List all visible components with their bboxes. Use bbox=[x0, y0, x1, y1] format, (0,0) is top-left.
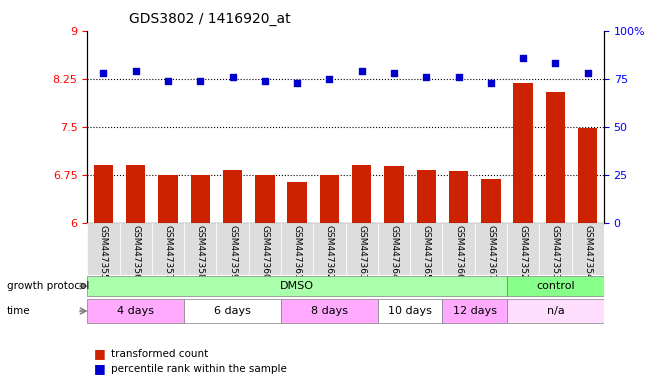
Bar bbox=[417, 170, 436, 223]
FancyBboxPatch shape bbox=[152, 223, 184, 275]
FancyBboxPatch shape bbox=[378, 223, 410, 275]
FancyBboxPatch shape bbox=[281, 299, 378, 323]
Point bbox=[130, 68, 141, 74]
Point bbox=[292, 79, 303, 86]
FancyBboxPatch shape bbox=[410, 223, 442, 275]
Text: 8 days: 8 days bbox=[311, 306, 348, 316]
Bar bbox=[158, 175, 178, 223]
FancyBboxPatch shape bbox=[507, 223, 539, 275]
Point bbox=[356, 68, 367, 74]
Point bbox=[582, 70, 593, 76]
Text: 10 days: 10 days bbox=[389, 306, 432, 316]
FancyBboxPatch shape bbox=[442, 223, 475, 275]
FancyBboxPatch shape bbox=[87, 276, 507, 296]
Text: n/a: n/a bbox=[547, 306, 564, 316]
Text: GSM447366: GSM447366 bbox=[454, 225, 463, 280]
Point bbox=[550, 60, 561, 66]
Point bbox=[518, 55, 529, 61]
Text: GDS3802 / 1416920_at: GDS3802 / 1416920_at bbox=[129, 12, 290, 25]
FancyBboxPatch shape bbox=[216, 223, 249, 275]
Bar bbox=[481, 179, 501, 223]
FancyBboxPatch shape bbox=[442, 299, 507, 323]
Bar bbox=[449, 171, 468, 223]
Text: 6 days: 6 days bbox=[214, 306, 251, 316]
Bar bbox=[287, 182, 307, 223]
Point bbox=[486, 79, 497, 86]
Text: GSM447356: GSM447356 bbox=[131, 225, 140, 280]
Text: 4 days: 4 days bbox=[117, 306, 154, 316]
Text: 12 days: 12 days bbox=[453, 306, 497, 316]
Text: GSM447357: GSM447357 bbox=[164, 225, 172, 280]
Text: GSM447358: GSM447358 bbox=[196, 225, 205, 280]
FancyBboxPatch shape bbox=[87, 223, 119, 275]
Bar bbox=[255, 175, 274, 223]
Text: growth protocol: growth protocol bbox=[7, 281, 89, 291]
Text: transformed count: transformed count bbox=[111, 349, 208, 359]
Text: time: time bbox=[7, 306, 30, 316]
FancyBboxPatch shape bbox=[119, 223, 152, 275]
Text: GSM447360: GSM447360 bbox=[260, 225, 269, 280]
Point bbox=[195, 78, 205, 84]
Point bbox=[453, 74, 464, 80]
FancyBboxPatch shape bbox=[507, 276, 604, 296]
Bar bbox=[546, 91, 565, 223]
FancyBboxPatch shape bbox=[475, 223, 507, 275]
FancyBboxPatch shape bbox=[184, 299, 281, 323]
Bar bbox=[319, 175, 339, 223]
Text: GSM447365: GSM447365 bbox=[422, 225, 431, 280]
Bar bbox=[513, 83, 533, 223]
Point bbox=[98, 70, 109, 76]
Bar bbox=[94, 165, 113, 223]
Bar bbox=[384, 166, 404, 223]
FancyBboxPatch shape bbox=[281, 223, 313, 275]
Text: GSM447367: GSM447367 bbox=[486, 225, 495, 280]
Bar bbox=[126, 165, 146, 223]
Text: GSM447355: GSM447355 bbox=[99, 225, 108, 280]
Point bbox=[162, 78, 173, 84]
FancyBboxPatch shape bbox=[378, 299, 442, 323]
Text: GSM447364: GSM447364 bbox=[389, 225, 399, 280]
Bar bbox=[223, 170, 242, 223]
Text: GSM447361: GSM447361 bbox=[293, 225, 302, 280]
FancyBboxPatch shape bbox=[249, 223, 281, 275]
Text: GSM447354: GSM447354 bbox=[583, 225, 592, 280]
Point bbox=[324, 76, 335, 82]
Text: DMSO: DMSO bbox=[280, 281, 314, 291]
Point bbox=[389, 70, 399, 76]
Bar bbox=[352, 165, 372, 223]
Text: GSM447353: GSM447353 bbox=[551, 225, 560, 280]
Text: percentile rank within the sample: percentile rank within the sample bbox=[111, 364, 287, 374]
FancyBboxPatch shape bbox=[313, 223, 346, 275]
Point bbox=[227, 74, 238, 80]
FancyBboxPatch shape bbox=[572, 223, 604, 275]
FancyBboxPatch shape bbox=[87, 299, 184, 323]
Text: GSM447352: GSM447352 bbox=[519, 225, 527, 280]
Text: GSM447359: GSM447359 bbox=[228, 225, 237, 280]
Text: ■: ■ bbox=[94, 347, 106, 360]
Bar bbox=[191, 175, 210, 223]
Point bbox=[260, 78, 270, 84]
Text: GSM447362: GSM447362 bbox=[325, 225, 334, 280]
Point bbox=[421, 74, 431, 80]
FancyBboxPatch shape bbox=[346, 223, 378, 275]
FancyBboxPatch shape bbox=[184, 223, 216, 275]
Text: GSM447363: GSM447363 bbox=[357, 225, 366, 280]
Bar bbox=[578, 128, 597, 223]
FancyBboxPatch shape bbox=[539, 223, 572, 275]
FancyBboxPatch shape bbox=[507, 299, 604, 323]
Text: ■: ■ bbox=[94, 362, 106, 376]
Text: control: control bbox=[536, 281, 575, 291]
